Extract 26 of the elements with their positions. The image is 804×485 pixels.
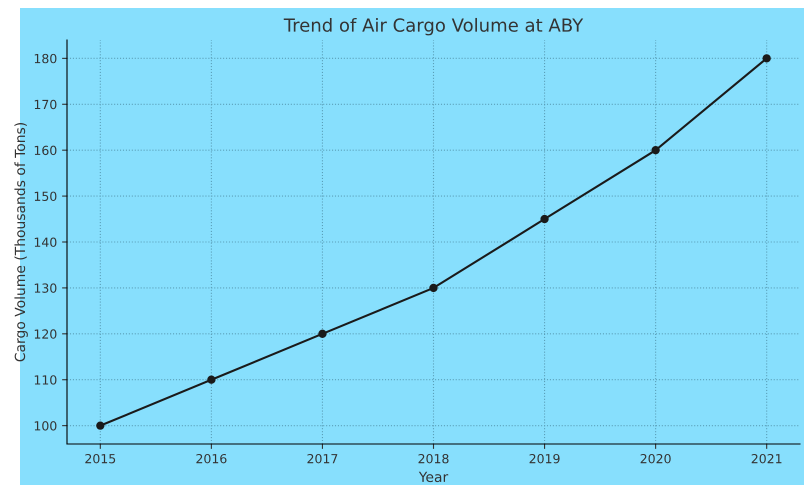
y-tick-label: 140 [34,237,56,247]
x-tick-label: 2019 [530,454,560,464]
y-tick-label: 130 [34,283,56,293]
x-tick-label: 2018 [418,454,449,464]
x-tick-label: 2017 [307,454,338,464]
point [540,214,549,224]
point [318,330,327,338]
y-tick-label: 120 [34,329,56,339]
point [207,376,216,384]
point [429,284,438,292]
x-tick-label: 2021 [752,454,782,464]
x-axis-title: Year [418,472,448,482]
point [762,54,771,63]
chart-title: Trend of Air Cargo Volume at ABY [284,18,584,36]
y-tick-label: 170 [34,100,56,110]
point [651,146,660,154]
y-axis-title: Cargo Volume (Thousands of Tons) [14,123,28,362]
y-tick-label: 110 [34,375,56,385]
y-tick-label: 160 [34,146,56,156]
x-tick-label: 2016 [196,454,226,464]
y-tick-label: 180 [34,54,56,64]
x-tick-label: 2020 [640,454,671,464]
y-tick-label: 100 [34,421,56,431]
y-tick-label: 150 [34,192,56,202]
point [96,421,104,430]
x-tick-label: 2015 [85,454,116,464]
